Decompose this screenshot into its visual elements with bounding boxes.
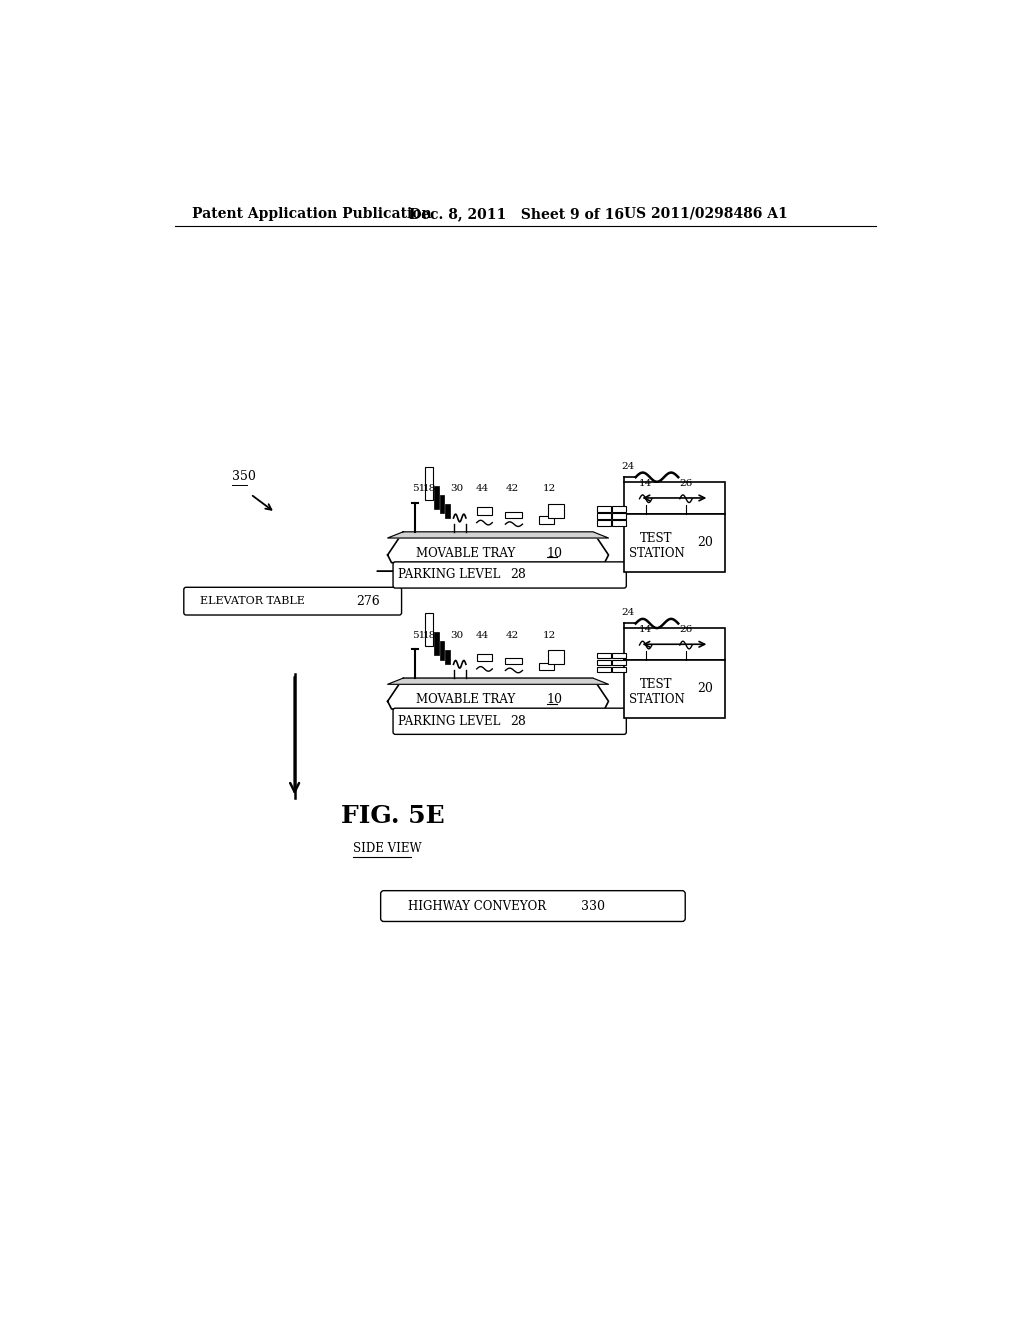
- Bar: [612, 667, 627, 672]
- Text: 24: 24: [622, 462, 635, 471]
- Bar: [624, 628, 725, 660]
- Text: 28: 28: [510, 569, 526, 582]
- FancyBboxPatch shape: [381, 891, 685, 921]
- Text: FIG. 5E: FIG. 5E: [341, 804, 444, 829]
- Bar: [425, 614, 432, 645]
- Text: TEST
STATION: TEST STATION: [629, 532, 684, 560]
- Text: 20: 20: [697, 682, 714, 694]
- Bar: [539, 663, 554, 671]
- Bar: [597, 667, 611, 672]
- Polygon shape: [388, 532, 608, 539]
- Text: 330: 330: [582, 899, 605, 912]
- Bar: [506, 659, 522, 664]
- Text: 350: 350: [231, 470, 256, 483]
- Text: 28: 28: [510, 714, 526, 727]
- Text: 18: 18: [423, 484, 436, 494]
- Polygon shape: [388, 532, 608, 562]
- Bar: [477, 507, 493, 515]
- Text: 276: 276: [356, 594, 380, 607]
- Text: SIDE VIEW: SIDE VIEW: [352, 842, 421, 855]
- Text: TEST
STATION: TEST STATION: [629, 678, 684, 706]
- Text: 44: 44: [476, 631, 489, 640]
- Bar: [445, 651, 450, 664]
- Bar: [597, 520, 611, 525]
- Bar: [548, 651, 563, 664]
- Text: MOVABLE TRAY: MOVABLE TRAY: [416, 693, 515, 706]
- Text: 26: 26: [679, 479, 692, 488]
- Text: ELEVATOR TABLE: ELEVATOR TABLE: [200, 597, 304, 606]
- Text: 30: 30: [451, 484, 464, 494]
- Bar: [506, 512, 522, 517]
- Bar: [548, 504, 563, 517]
- Text: 12: 12: [543, 631, 556, 640]
- Text: 44: 44: [476, 484, 489, 494]
- Text: Patent Application Publication: Patent Application Publication: [191, 207, 431, 220]
- Bar: [624, 660, 725, 718]
- Bar: [539, 516, 554, 524]
- Bar: [624, 482, 725, 515]
- Bar: [612, 520, 627, 525]
- Bar: [597, 653, 611, 659]
- Text: 30: 30: [451, 631, 464, 640]
- Text: 14: 14: [639, 479, 652, 488]
- Bar: [425, 467, 432, 499]
- Text: HIGHWAY CONVEYOR: HIGHWAY CONVEYOR: [408, 899, 546, 912]
- FancyBboxPatch shape: [183, 587, 401, 615]
- Bar: [612, 507, 627, 512]
- Text: 12: 12: [543, 484, 556, 494]
- Text: PARKING LEVEL: PARKING LEVEL: [398, 569, 501, 582]
- Text: 51: 51: [412, 484, 425, 494]
- Text: PARKING LEVEL: PARKING LEVEL: [398, 714, 501, 727]
- Bar: [597, 513, 611, 519]
- Text: Dec. 8, 2011   Sheet 9 of 16: Dec. 8, 2011 Sheet 9 of 16: [410, 207, 625, 220]
- Polygon shape: [388, 678, 608, 709]
- Text: 24: 24: [622, 609, 635, 618]
- Text: 20: 20: [697, 536, 714, 549]
- Bar: [445, 504, 450, 517]
- Bar: [624, 515, 725, 572]
- Text: 14: 14: [639, 626, 652, 635]
- Bar: [439, 642, 444, 660]
- Text: MOVABLE TRAY: MOVABLE TRAY: [416, 546, 515, 560]
- Bar: [597, 507, 611, 512]
- Bar: [612, 653, 627, 659]
- Text: 42: 42: [506, 631, 519, 640]
- FancyBboxPatch shape: [393, 708, 627, 734]
- FancyBboxPatch shape: [393, 562, 627, 589]
- Text: 18: 18: [423, 631, 436, 640]
- Text: 42: 42: [506, 484, 519, 494]
- Text: 10: 10: [547, 693, 562, 706]
- Bar: [477, 653, 493, 661]
- Text: 10: 10: [547, 546, 562, 560]
- Bar: [612, 513, 627, 519]
- Bar: [439, 495, 444, 513]
- Bar: [434, 486, 438, 508]
- Polygon shape: [388, 678, 608, 684]
- Text: 51: 51: [412, 631, 425, 640]
- Text: 26: 26: [679, 626, 692, 635]
- Bar: [597, 660, 611, 665]
- Bar: [434, 632, 438, 655]
- Bar: [612, 660, 627, 665]
- Text: US 2011/0298486 A1: US 2011/0298486 A1: [624, 207, 787, 220]
